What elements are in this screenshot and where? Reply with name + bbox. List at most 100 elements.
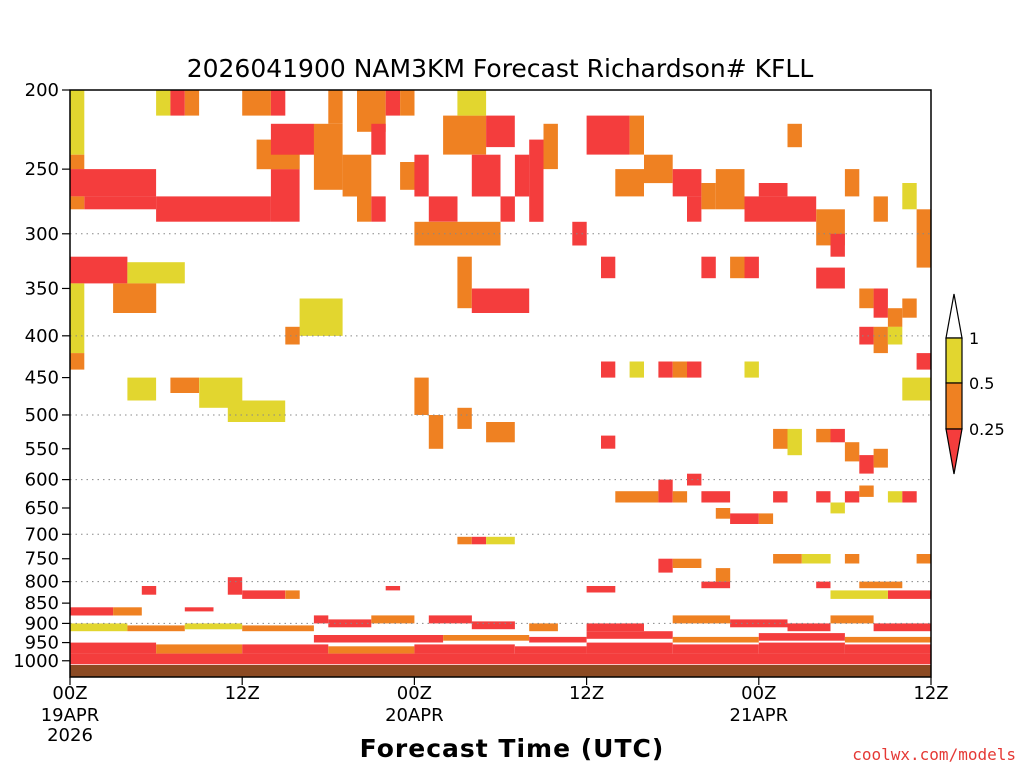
cell-yellow	[629, 361, 644, 378]
cell-orange	[400, 162, 415, 190]
cell-orange	[672, 361, 688, 378]
cells-layer	[70, 90, 931, 665]
cell-red	[572, 221, 587, 246]
cell-orange	[787, 123, 802, 148]
cell-orange	[916, 554, 931, 564]
ytick-label-900: 900	[25, 613, 59, 634]
cell-red	[816, 581, 831, 589]
cell-orange	[773, 554, 802, 564]
gridlines	[70, 233, 931, 624]
cell-red	[787, 623, 831, 632]
cell-orange	[529, 623, 558, 632]
cell-yellow	[299, 298, 343, 336]
ytick-label-850: 850	[25, 593, 59, 614]
xtick-label-2: 00Z	[397, 683, 432, 704]
cell-red	[902, 491, 917, 503]
xtick-date-4: 21APR	[730, 705, 789, 726]
cell-orange	[486, 422, 515, 443]
cell-orange	[328, 90, 343, 124]
cell-orange	[629, 115, 644, 155]
ytick-label-500: 500	[25, 405, 59, 426]
xtick-year-0: 2026	[47, 725, 93, 746]
cell-orange	[70, 196, 85, 210]
cell-yellow	[70, 283, 85, 354]
cell-orange	[730, 256, 745, 279]
cell-red	[601, 256, 616, 279]
cell-orange	[457, 256, 472, 309]
cell-orange	[873, 448, 888, 468]
cell-yellow	[127, 377, 157, 401]
cell-orange	[844, 169, 860, 197]
cell-yellow	[830, 590, 888, 599]
cell-red	[601, 361, 616, 378]
cell-red	[816, 491, 831, 503]
cell-orange	[715, 508, 731, 519]
cell-red	[170, 90, 185, 116]
y-axis: 200 250 300 350 400 450 500 550 600 650 700 7508008…	[13, 80, 70, 672]
colorbar-bin-orange	[945, 382, 963, 430]
cell-orange	[242, 90, 271, 116]
cell-yellow	[457, 90, 487, 116]
ytick-label-600: 600	[25, 470, 59, 491]
cell-red	[414, 154, 429, 197]
cell-red	[586, 586, 616, 593]
cell-red	[328, 619, 372, 628]
cell-red	[471, 621, 515, 630]
cell-orange	[844, 554, 860, 564]
cell-red	[227, 577, 243, 595]
cell-red	[844, 644, 931, 654]
cell-orange	[357, 196, 372, 222]
cell-orange	[615, 169, 644, 197]
cell-orange	[916, 209, 931, 268]
cell-yellow	[744, 361, 759, 378]
cell-red	[586, 631, 673, 639]
cell-orange	[414, 221, 501, 246]
cell-red	[672, 644, 759, 654]
cell-red	[844, 491, 860, 503]
cell-red	[414, 644, 515, 654]
cell-red	[744, 196, 788, 222]
cell-orange	[672, 491, 688, 503]
cell-red	[270, 123, 314, 155]
cell-orange	[400, 90, 415, 116]
cell-red	[658, 479, 673, 503]
cell-orange	[70, 154, 85, 170]
cell-red	[313, 635, 357, 643]
cell-red	[70, 256, 128, 284]
cell-red	[270, 90, 286, 116]
cell-yellow	[887, 491, 903, 503]
cell-yellow	[486, 536, 515, 545]
cell-orange	[773, 428, 788, 449]
cell-red	[701, 581, 731, 589]
ytick-label-400: 400	[25, 326, 59, 347]
chart-title: 2026041900 NAM3KM Forecast Richardson# K…	[187, 54, 814, 83]
cell-orange	[285, 590, 300, 599]
cell-red	[758, 642, 845, 654]
cell-orange	[844, 636, 931, 643]
cell-red	[873, 623, 931, 632]
colorbar: 1 0.5 0.25	[945, 293, 1005, 475]
ytick-label-250: 250	[25, 159, 59, 180]
ytick-label-800: 800	[25, 572, 59, 593]
colorbar-bin-yellow	[945, 337, 963, 384]
xtick-date-0: 19APR	[41, 705, 100, 726]
cell-yellow	[127, 262, 185, 284]
cell-red	[242, 590, 286, 599]
cell-red	[471, 536, 487, 545]
credit-text: coolwx.com/models	[852, 745, 1016, 764]
xtick-label-4: 00Z	[741, 683, 776, 704]
ytick-label-1000: 1000	[13, 651, 59, 672]
cell-orange	[873, 326, 888, 354]
cell-orange	[414, 377, 429, 415]
ytick-label-200: 200	[25, 80, 59, 101]
ytick-label-300: 300	[25, 224, 59, 245]
cell-yellow	[801, 554, 831, 564]
cell-red	[70, 653, 931, 665]
cell-orange	[859, 581, 903, 589]
cell-yellow	[184, 623, 243, 630]
ytick-label-550: 550	[25, 439, 59, 460]
x-axis-label: Forecast Time (UTC)	[360, 734, 665, 763]
cell-red	[84, 196, 157, 210]
cell-red	[687, 196, 702, 222]
cell-orange	[70, 353, 85, 370]
